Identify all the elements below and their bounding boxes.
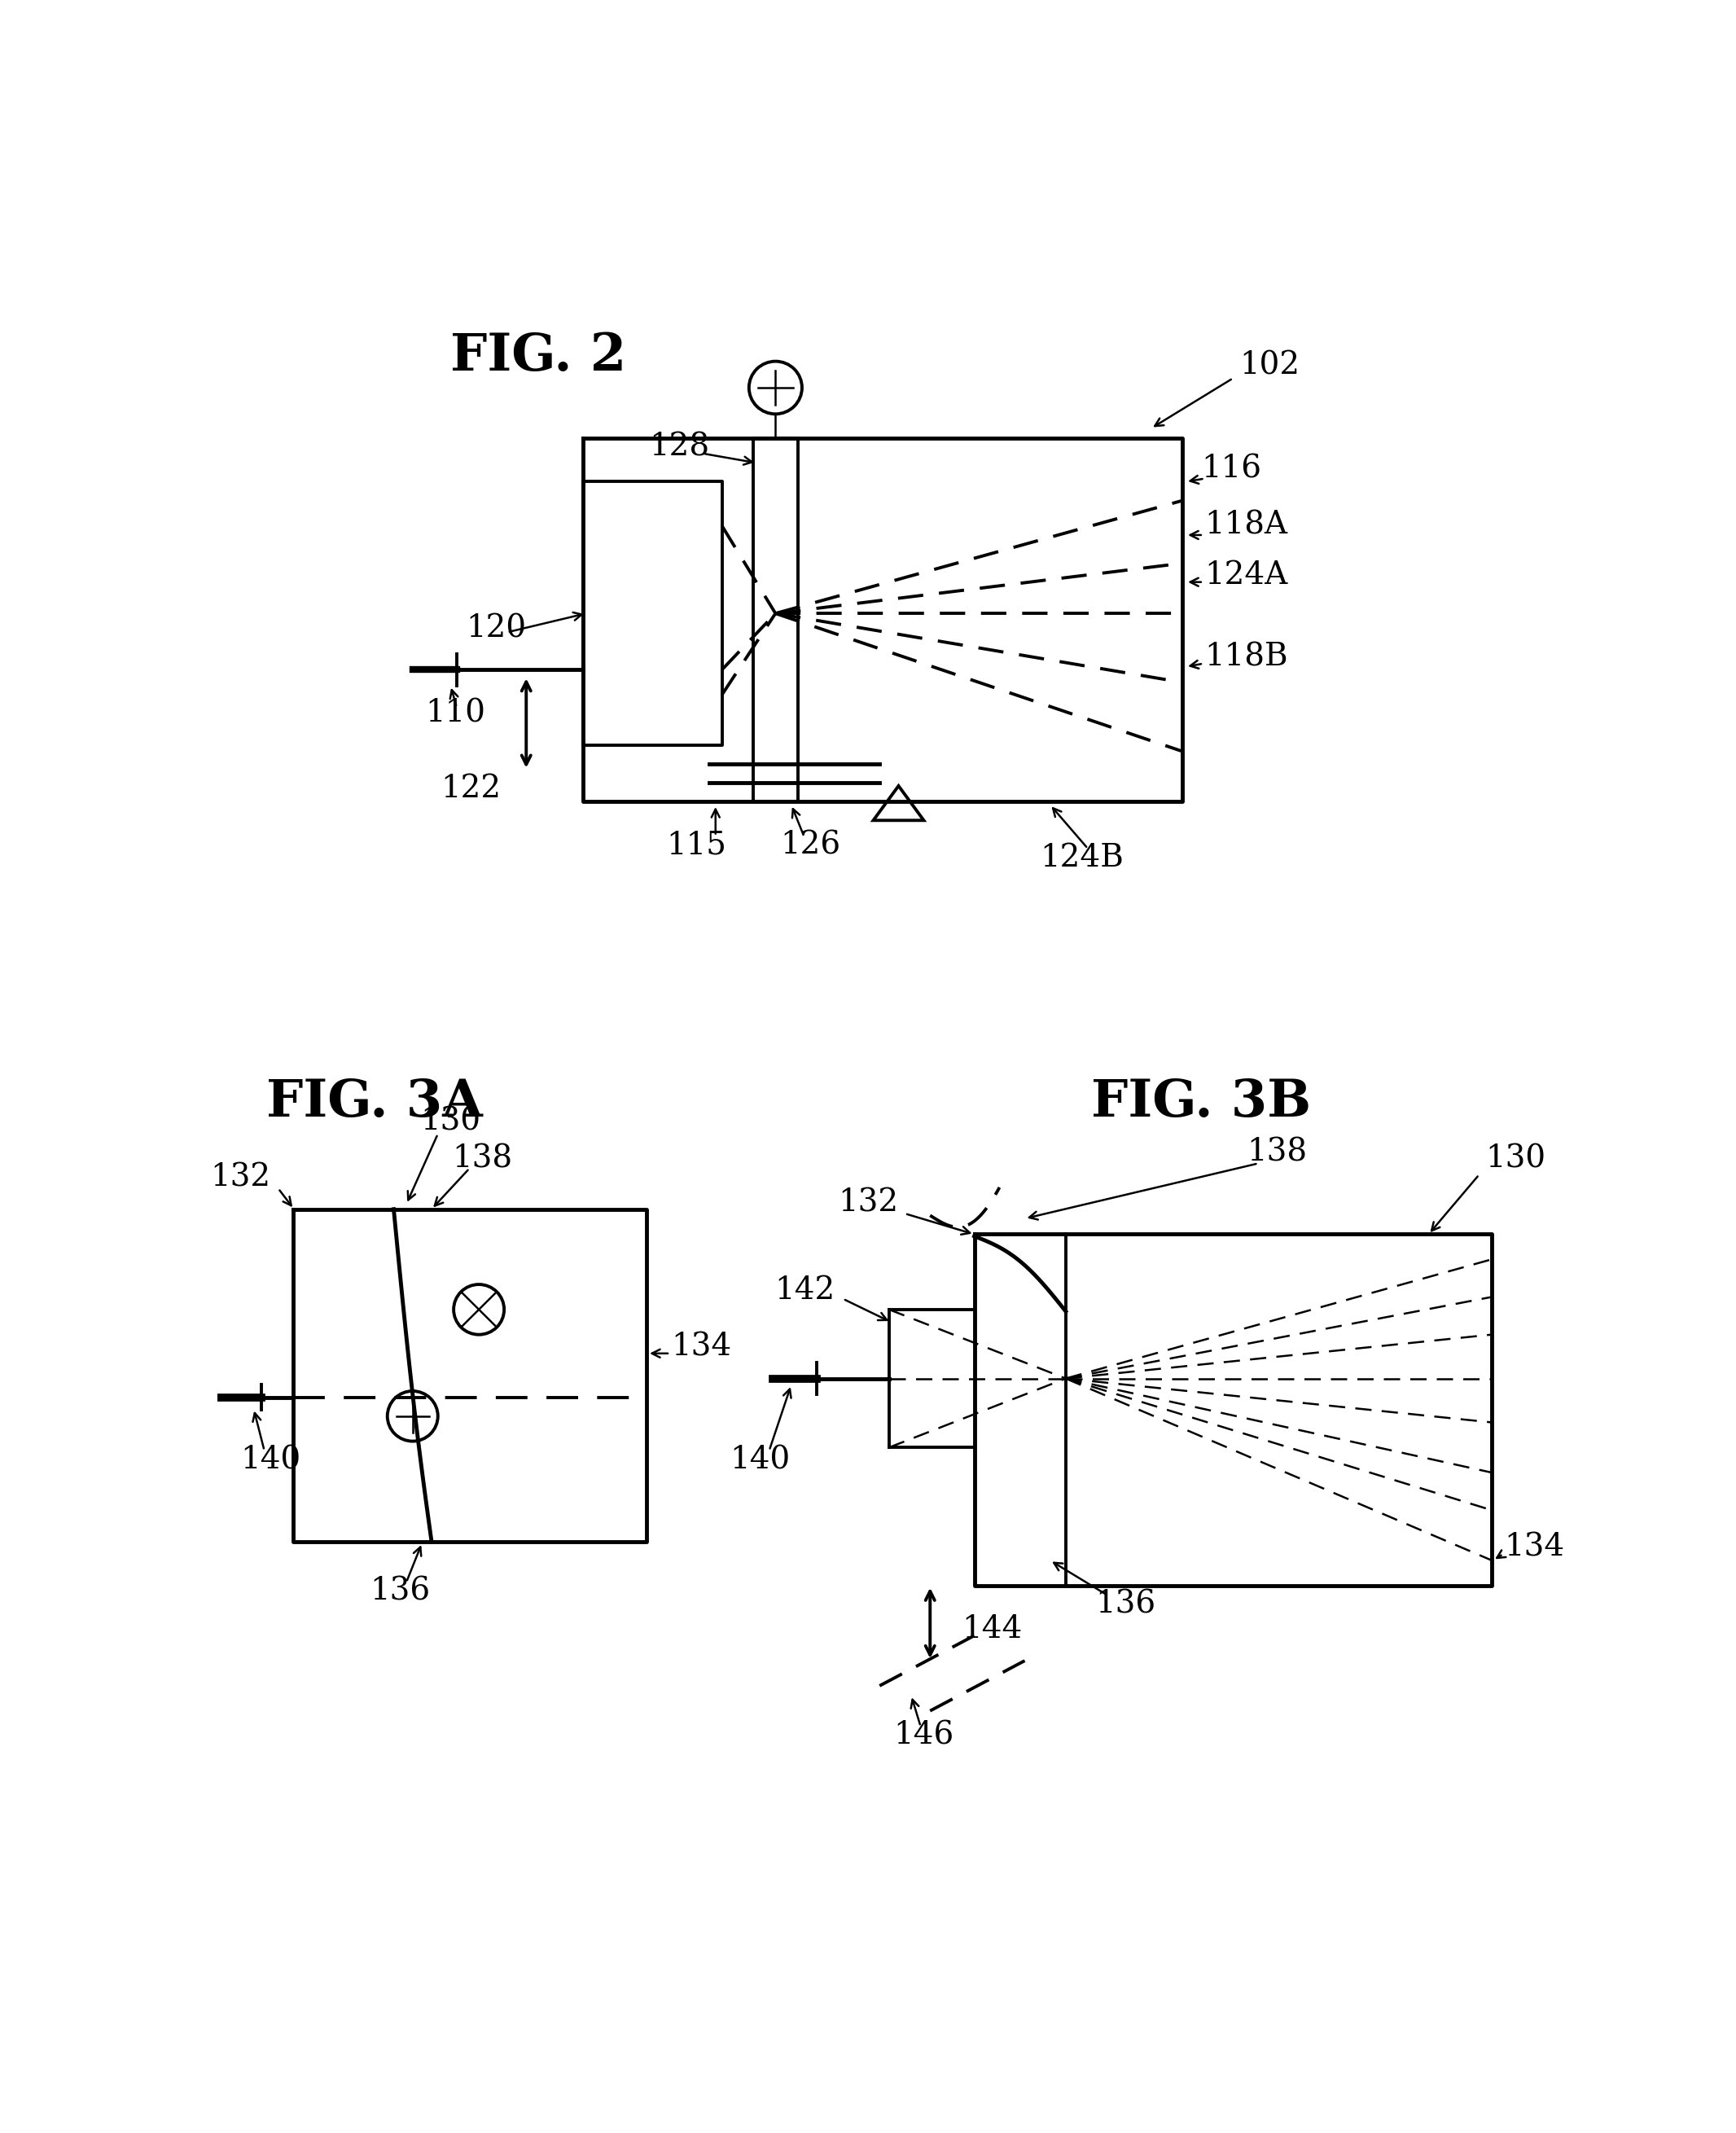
Text: FIG. 3A: FIG. 3A xyxy=(267,1077,483,1126)
Text: 134: 134 xyxy=(672,1333,733,1363)
Text: 146: 146 xyxy=(894,1721,955,1751)
Text: 124B: 124B xyxy=(1040,843,1123,872)
Text: 134: 134 xyxy=(1505,1534,1564,1563)
Text: FIG. 2: FIG. 2 xyxy=(450,331,627,382)
Text: FIG. 3B: FIG. 3B xyxy=(1092,1077,1311,1126)
Text: 118B: 118B xyxy=(1205,642,1288,672)
Text: 115: 115 xyxy=(667,830,727,860)
Text: 122: 122 xyxy=(441,774,502,804)
Text: 136: 136 xyxy=(1095,1589,1156,1619)
Text: 130: 130 xyxy=(1486,1143,1545,1173)
Text: 132: 132 xyxy=(838,1188,899,1218)
Text: 116: 116 xyxy=(1201,454,1262,484)
Text: 136: 136 xyxy=(370,1576,431,1606)
Text: 124A: 124A xyxy=(1205,561,1288,591)
Text: 132: 132 xyxy=(210,1162,271,1192)
Text: 138: 138 xyxy=(451,1143,512,1173)
Text: 140: 140 xyxy=(729,1444,790,1476)
Text: 140: 140 xyxy=(240,1444,300,1476)
Text: 102: 102 xyxy=(1240,350,1300,382)
Text: 142: 142 xyxy=(774,1276,835,1305)
Text: 144: 144 xyxy=(962,1615,1023,1645)
Text: 126: 126 xyxy=(779,830,840,860)
Text: 128: 128 xyxy=(649,433,710,463)
Text: 120: 120 xyxy=(467,614,526,644)
Text: 118A: 118A xyxy=(1205,510,1288,540)
Text: 130: 130 xyxy=(420,1107,481,1137)
Text: 110: 110 xyxy=(425,700,486,729)
Text: 138: 138 xyxy=(1246,1137,1307,1167)
